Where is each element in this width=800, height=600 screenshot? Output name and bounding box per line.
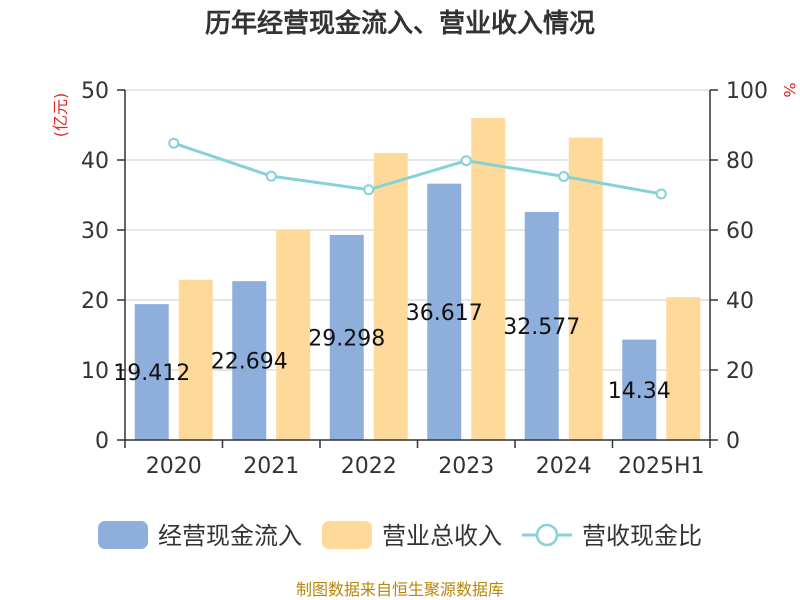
legend-swatch-revenue: [322, 521, 372, 549]
x-tick-label: 2025H1: [618, 454, 705, 479]
x-tick-label: 2021: [243, 454, 299, 479]
left-tick-label: 40: [81, 149, 109, 174]
left-tick-label: 20: [81, 289, 109, 314]
ratio-point: [168, 137, 180, 149]
ratio-point: [655, 188, 667, 200]
cash-inflow-bar: [232, 281, 267, 440]
revenue-bar: [178, 279, 213, 440]
left-tick-label: 50: [81, 79, 109, 104]
left-tick-label: 30: [81, 219, 109, 244]
cash-inflow-data-label: 22.694: [211, 350, 288, 375]
ratio-point: [265, 170, 277, 182]
right-tick-label: 80: [726, 149, 754, 174]
right-axis-unit: %: [780, 82, 799, 97]
right-tick-label: 60: [726, 219, 754, 244]
legend-swatch-cash-inflow: [98, 521, 148, 549]
left-axis-unit: (亿元): [51, 93, 70, 138]
legend-label-revenue: 营业总收入: [382, 522, 502, 550]
bars-group: [134, 118, 701, 440]
cash-inflow-data-label: 32.577: [503, 315, 580, 340]
cash-inflow-bar: [524, 211, 559, 440]
x-tick-label: 2020: [146, 454, 202, 479]
legend: 经营现金流入 营业总收入 营收现金比: [98, 521, 702, 550]
ratio-point: [460, 155, 472, 167]
left-tick-label: 10: [81, 359, 109, 384]
source-note: 制图数据来自恒生聚源数据库: [296, 580, 504, 599]
revenue-bar: [568, 137, 603, 440]
ratio-line-group: [168, 137, 667, 200]
legend-label-ratio: 营收现金比: [582, 522, 702, 550]
cash-inflow-bar: [329, 234, 364, 440]
axes-group: 0 10 20 30 40 50 0 20 40 60 80 100 2020 2021 2022 2023 2…: [81, 79, 768, 479]
right-tick-label: 40: [726, 289, 754, 314]
x-tick-label: 2024: [536, 454, 592, 479]
revenue-bar: [666, 297, 701, 440]
x-tick-label: 2022: [341, 454, 397, 479]
chart-title: 历年经营现金流入、营业收入情况: [205, 8, 595, 39]
right-tick-label: 20: [726, 359, 754, 384]
revenue-bar: [276, 229, 311, 440]
legend-label-cash-inflow: 经营现金流入: [158, 522, 302, 550]
right-tick-label: 0: [726, 429, 740, 454]
ratio-point: [363, 184, 375, 196]
ratio-point: [558, 170, 570, 182]
cash-inflow-bar: [622, 339, 657, 440]
cash-inflow-data-label: 29.298: [308, 326, 385, 351]
cash-inflow-bar: [134, 304, 169, 440]
cash-inflow-bar: [427, 183, 462, 440]
left-tick-label: 0: [95, 429, 109, 454]
cash-inflow-data-label: 19.412: [113, 361, 190, 386]
data-labels-group: 19.412 22.694 29.298 36.617 32.577 14.34: [113, 301, 670, 404]
ratio-line: [173, 141, 662, 196]
revenue-bar: [471, 118, 506, 440]
x-tick-label: 2023: [438, 454, 494, 479]
legend-marker-ratio: [535, 523, 559, 547]
revenue-bar: [373, 153, 408, 440]
cash-inflow-data-label: 36.617: [406, 301, 483, 326]
right-tick-label: 100: [726, 79, 768, 104]
cash-inflow-data-label: 14.34: [608, 379, 671, 404]
